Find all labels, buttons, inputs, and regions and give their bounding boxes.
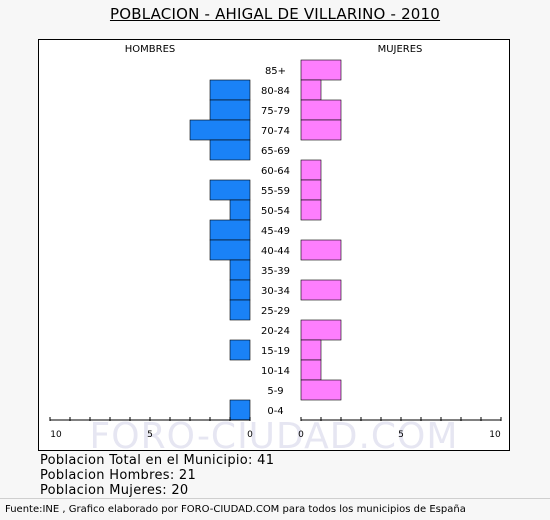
tick-label-hombres-5: 5 <box>147 430 153 440</box>
bar-hombres-25-29 <box>229 299 251 321</box>
age-label-0-4: 0-4 <box>267 406 283 417</box>
age-label-20-24: 20-24 <box>261 326 290 337</box>
age-label-55-59: 55-59 <box>261 186 290 197</box>
bar-mujeres-15-19 <box>300 339 322 361</box>
header-mujeres: MUJERES <box>378 44 423 55</box>
chart-title: POBLACION - AHIGAL DE VILLARINO - 2010 <box>109 5 441 23</box>
age-label-85+: 85+ <box>265 66 286 77</box>
bar-hombres-15-19 <box>229 339 251 361</box>
bar-mujeres-20-24 <box>300 319 342 341</box>
watermark: FORO-CIUDAD.COM <box>89 416 459 457</box>
bar-mujeres-85+ <box>300 59 342 81</box>
age-label-5-9: 5-9 <box>267 386 283 397</box>
stat-women: Poblacion Mujeres: 20 <box>40 483 189 498</box>
footer-source: Fuente:INE , Grafico elaborado por FORO-… <box>5 504 466 515</box>
age-label-10-14: 10-14 <box>261 366 290 377</box>
bar-mujeres-40-44 <box>300 239 342 261</box>
bar-hombres-45-49 <box>209 219 251 241</box>
bar-mujeres-30-34 <box>300 279 342 301</box>
bar-hombres-80-84 <box>209 79 251 101</box>
bar-mujeres-5-9 <box>300 379 342 401</box>
age-label-40-44: 40-44 <box>261 246 290 257</box>
age-label-80-84: 80-84 <box>261 86 290 97</box>
bar-hombres-0-4 <box>229 399 251 421</box>
bar-mujeres-70-74 <box>300 119 342 141</box>
tick-label-hombres-0: 0 <box>247 430 253 440</box>
bar-mujeres-80-84 <box>300 79 322 101</box>
age-label-15-19: 15-19 <box>261 346 290 357</box>
bar-mujeres-10-14 <box>300 359 322 381</box>
age-label-25-29: 25-29 <box>261 306 290 317</box>
age-label-70-74: 70-74 <box>261 126 290 137</box>
tick-label-mujeres-5: 5 <box>398 430 404 440</box>
stat-men: Poblacion Hombres: 21 <box>40 468 197 483</box>
bar-hombres-30-34 <box>229 279 251 301</box>
stat-total: Poblacion Total en el Municipio: 41 <box>40 453 275 468</box>
bar-mujeres-50-54 <box>300 199 322 221</box>
header-hombres: HOMBRES <box>125 44 176 55</box>
age-label-35-39: 35-39 <box>261 266 290 277</box>
bar-hombres-40-44 <box>209 239 251 261</box>
bar-hombres-75-79 <box>209 99 251 121</box>
tick-label-mujeres-10: 10 <box>489 430 501 440</box>
chart-frame <box>38 39 510 451</box>
age-label-65-69: 65-69 <box>261 146 290 157</box>
bar-mujeres-75-79 <box>300 99 342 121</box>
footer-divider <box>0 498 550 499</box>
population-pyramid: HOMBRES MUJERES 85+ 80-84 75-79 70-74 65-69 6… <box>49 44 502 440</box>
bar-hombres-65-69 <box>209 139 251 161</box>
bar-mujeres-60-64 <box>300 159 322 181</box>
bar-mujeres-55-59 <box>300 179 322 201</box>
bar-hombres-55-59 <box>209 179 251 201</box>
age-label-60-64: 60-64 <box>261 166 290 177</box>
age-label-50-54: 50-54 <box>261 206 290 217</box>
bar-hombres-35-39 <box>229 259 251 281</box>
age-label-75-79: 75-79 <box>261 106 290 117</box>
tick-label-mujeres-0: 0 <box>298 430 304 440</box>
tick-label-hombres-10: 10 <box>50 430 62 440</box>
bar-hombres-70-74 <box>189 119 251 141</box>
bar-hombres-50-54 <box>229 199 251 221</box>
age-label-45-49: 45-49 <box>261 226 290 237</box>
age-label-30-34: 30-34 <box>261 286 290 297</box>
